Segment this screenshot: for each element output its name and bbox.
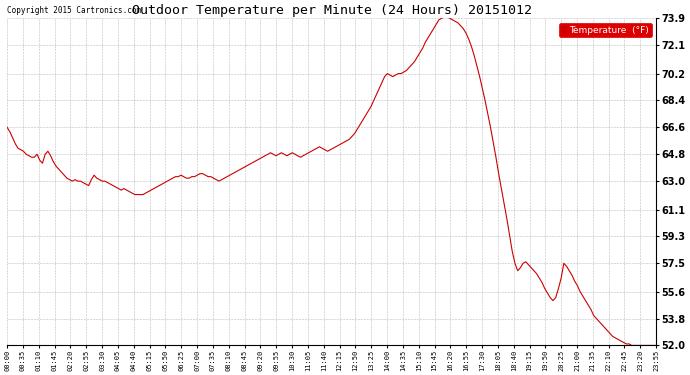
Title: Outdoor Temperature per Minute (24 Hours) 20151012: Outdoor Temperature per Minute (24 Hours… [132, 4, 532, 17]
Text: Copyright 2015 Cartronics.com: Copyright 2015 Cartronics.com [7, 6, 141, 15]
Legend: Temperature  (°F): Temperature (°F) [560, 23, 651, 37]
